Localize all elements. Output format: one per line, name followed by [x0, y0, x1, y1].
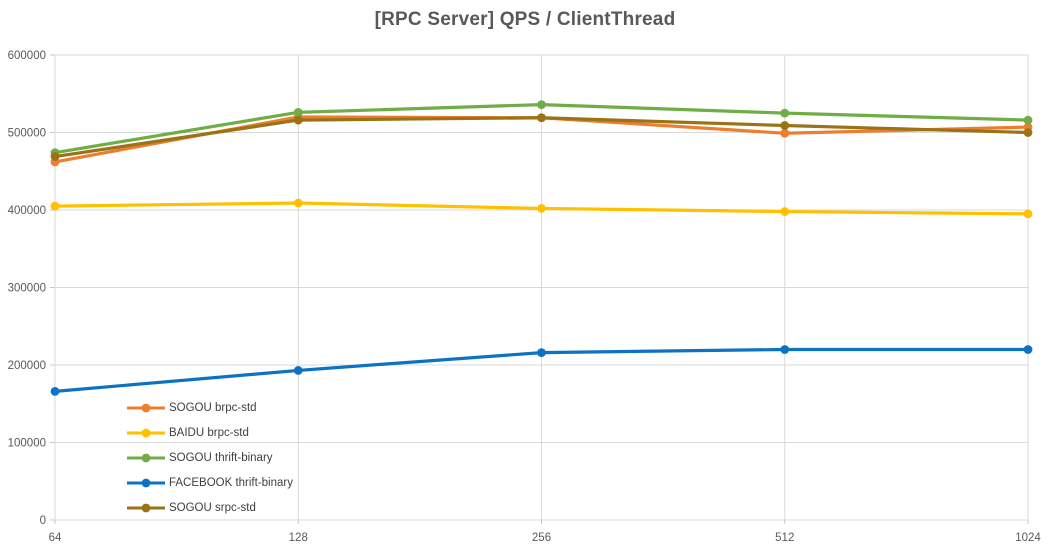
data-point-sogou-brpc-std [780, 128, 790, 138]
x-axis-label: 512 [775, 532, 794, 544]
data-point-sogou-thrift-binary [1023, 115, 1033, 125]
data-point-sogou-thrift-binary [293, 107, 303, 117]
legend-label: SOGOU srpc-std [169, 501, 256, 514]
legend-marker-icon [127, 453, 165, 462]
data-point-sogou-thrift-binary [780, 108, 790, 118]
legend: SOGOU brpc-std BAIDU brpc-std SOGOU thrift… [127, 395, 293, 520]
x-axis-label: 1024 [1015, 532, 1041, 544]
data-point-sogou-srpc-std [537, 113, 546, 123]
legend-item-facebook-thrift-binary: FACEBOOK thrift-binary [127, 470, 293, 495]
legend-item-sogou-brpc-std: SOGOU brpc-std [127, 395, 293, 420]
data-point-sogou-srpc-std [1023, 128, 1033, 137]
legend-item-baidu-brpc-std: BAIDU brpc-std [127, 420, 293, 445]
legend-item-sogou-thrift-binary: SOGOU thrift-binary [127, 445, 293, 470]
x-axis-label: 64 [49, 532, 62, 544]
y-axis-label: 0 [40, 515, 46, 527]
legend-marker-icon [127, 428, 165, 437]
data-point-facebook-thrift-binary [1023, 345, 1033, 354]
data-point-sogou-srpc-std [780, 121, 790, 130]
data-point-baidu-brpc-std [537, 204, 546, 213]
legend-label: FACEBOOK thrift-binary [169, 476, 293, 489]
legend-item-sogou-srpc-std: SOGOU srpc-std [127, 495, 293, 520]
legend-label: BAIDU brpc-std [169, 426, 249, 439]
data-point-facebook-thrift-binary [293, 366, 303, 375]
legend-marker-icon [127, 478, 165, 487]
legend-marker-icon [127, 403, 165, 412]
x-axis-label: 128 [289, 532, 308, 544]
data-point-baidu-brpc-std [293, 198, 303, 208]
y-axis-label: 600000 [8, 50, 46, 62]
chart-title: [RPC Server] QPS / ClientThread [374, 9, 676, 30]
data-point-baidu-brpc-std [780, 207, 790, 216]
legend-marker-icon [127, 503, 165, 512]
data-point-baidu-brpc-std [50, 201, 60, 211]
data-point-sogou-srpc-std [293, 115, 303, 125]
y-axis-label: 100000 [8, 438, 46, 450]
y-axis-label: 500000 [8, 128, 46, 140]
y-axis-label: 400000 [8, 205, 46, 217]
data-point-facebook-thrift-binary [50, 386, 60, 396]
data-point-sogou-srpc-std [50, 152, 60, 161]
data-point-facebook-thrift-binary [780, 345, 790, 354]
y-axis-label: 200000 [8, 360, 46, 372]
x-axis-label: 256 [532, 532, 551, 544]
data-point-facebook-thrift-binary [537, 348, 546, 357]
legend-label: SOGOU brpc-std [169, 401, 257, 414]
y-axis-label: 300000 [8, 283, 46, 295]
legend-label: SOGOU thrift-binary [169, 451, 273, 464]
data-point-baidu-brpc-std [1023, 209, 1033, 219]
data-point-sogou-thrift-binary [537, 100, 546, 109]
